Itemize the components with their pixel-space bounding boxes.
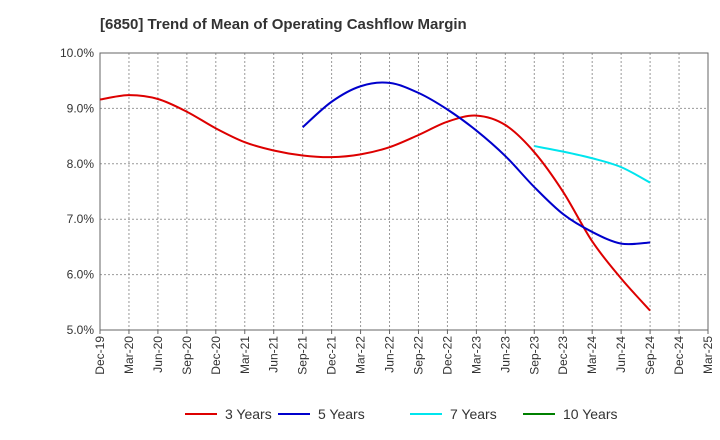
- y-tick-label: 9.0%: [67, 101, 95, 115]
- x-tick-label: Mar-25: [701, 336, 715, 374]
- x-tick-label: Sep-20: [180, 336, 194, 375]
- chart-title: [6850] Trend of Mean of Operating Cashfl…: [100, 16, 467, 33]
- y-tick-label: 8.0%: [67, 157, 95, 171]
- x-tick-label: Jun-24: [614, 336, 628, 373]
- legend-label: 7 Years: [450, 406, 497, 422]
- x-tick-label: Sep-24: [643, 336, 657, 375]
- x-tick-label: Dec-22: [440, 336, 454, 375]
- y-tick-label: 7.0%: [67, 212, 95, 226]
- legend-label: 3 Years: [225, 406, 272, 422]
- x-tick-label: Jun-23: [498, 336, 512, 373]
- x-tick-label: Dec-24: [672, 336, 686, 375]
- x-tick-label: Jun-20: [151, 336, 165, 373]
- x-tick-label: Sep-23: [527, 336, 541, 375]
- x-tick-label: Dec-19: [93, 336, 107, 375]
- x-tick-label: Mar-21: [238, 336, 252, 374]
- y-tick-label: 5.0%: [67, 323, 95, 337]
- legend-label: 5 Years: [318, 406, 365, 422]
- x-tick-label: Jun-22: [383, 336, 397, 373]
- series-line-7-years: [534, 145, 651, 184]
- x-tick-label: Sep-22: [411, 336, 425, 375]
- series-line-5-years: [302, 81, 651, 246]
- y-tick-label: 6.0%: [67, 268, 95, 282]
- x-tick-label: Mar-24: [585, 336, 599, 374]
- x-tick-label: Mar-20: [122, 336, 136, 374]
- y-tick-label: 10.0%: [60, 46, 94, 60]
- x-tick-label: Sep-21: [296, 336, 310, 375]
- x-tick-label: Dec-23: [556, 336, 570, 375]
- x-tick-label: Jun-21: [267, 336, 281, 373]
- plot-area-frame: [99, 52, 709, 331]
- x-tick-label: Dec-21: [325, 336, 339, 375]
- x-tick-label: Mar-22: [354, 336, 368, 374]
- x-tick-label: Mar-23: [469, 336, 483, 374]
- series-line-3-years: [99, 94, 651, 312]
- x-tick-label: Dec-20: [209, 336, 223, 375]
- legend-label: 10 Years: [563, 406, 618, 422]
